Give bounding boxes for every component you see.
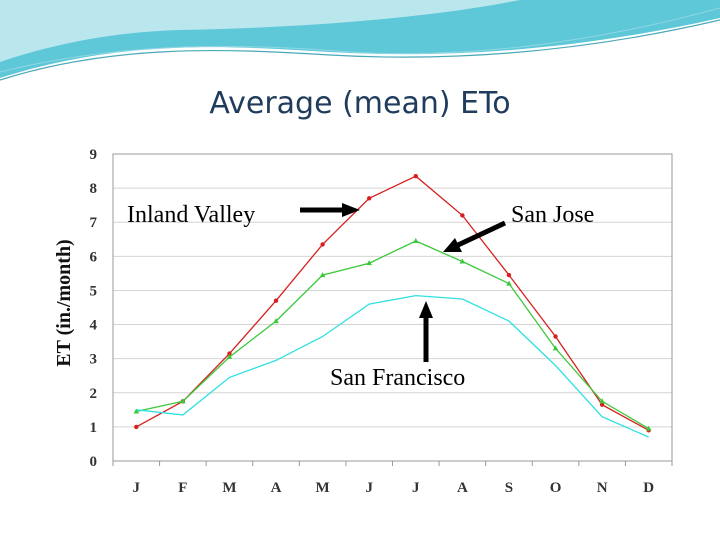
data-point-inland-valley: [460, 213, 465, 218]
series-layer: [133, 173, 652, 438]
slide-title: Average (mean) ETo: [209, 86, 511, 121]
series-line-san-jose: [136, 240, 650, 430]
series-line-inland-valley: [135, 175, 650, 431]
slide-header-decoration: [0, 0, 720, 81]
series-san-jose: [133, 237, 652, 431]
data-point-san-jose: [459, 258, 466, 264]
banner-wave-highlight: [0, 0, 520, 62]
data-point-inland-valley: [413, 173, 418, 179]
plot-border: [112, 153, 673, 462]
y-tick-label: 8: [90, 181, 98, 197]
x-tick-label: A: [457, 480, 468, 496]
data-point-san-jose: [552, 345, 559, 351]
y-tick-label: 3: [90, 352, 98, 368]
data-point-inland-valley: [506, 272, 512, 278]
banner-stroke-line-2: [0, 7, 720, 73]
y-tick-label: 2: [90, 386, 98, 402]
x-tick-label: F: [178, 480, 187, 496]
banner-stroke-line: [0, 19, 720, 81]
data-point-san-jose: [599, 398, 605, 404]
annotation-san-jose: San Jose: [511, 202, 594, 228]
data-point-inland-valley: [320, 242, 325, 247]
y-axis-tick-labels: 0 1 2 3 4 5 6 7 8 9: [90, 147, 98, 470]
data-point-san-jose: [226, 353, 233, 359]
data-point-san-jose: [133, 408, 140, 414]
y-tick-label: 7: [90, 215, 98, 231]
annotation-inland-valley: Inland Valley: [127, 202, 255, 228]
series-inland-valley: [134, 173, 651, 433]
y-tick-label: 1: [90, 420, 98, 436]
data-point-inland-valley: [134, 424, 139, 430]
data-point-san-jose: [319, 272, 326, 278]
series-line-san-francisco: [136, 294, 649, 438]
y-tick-label: 0: [90, 454, 98, 470]
data-point-inland-valley: [367, 196, 372, 201]
y-axis-label: ET (in./month): [53, 239, 75, 366]
y-tick-label: 9: [90, 147, 98, 163]
data-point-san-jose: [273, 318, 279, 324]
data-point-inland-valley: [273, 298, 279, 303]
data-point-san-jose: [645, 425, 652, 431]
plot-area: [112, 153, 673, 466]
data-point-inland-valley: [599, 402, 605, 407]
x-tick-label: M: [222, 480, 236, 496]
arrow-san-jose: [443, 220, 507, 252]
data-point-inland-valley: [227, 351, 232, 356]
data-point-san-jose: [180, 398, 186, 404]
x-tick-label: S: [505, 480, 513, 496]
x-tick-label: J: [133, 480, 141, 496]
x-tick-label: M: [316, 480, 330, 496]
y-tick-label: 6: [90, 249, 98, 265]
data-point-san-jose: [506, 280, 512, 286]
x-tick-label: O: [550, 480, 562, 496]
annotation-layer: Inland Valley San Jose San Francisco: [127, 202, 594, 391]
data-point-san-jose: [366, 260, 373, 266]
x-tick-label: N: [597, 480, 608, 496]
annotation-san-francisco: San Francisco: [330, 365, 465, 391]
data-point-san-jose: [412, 237, 419, 243]
data-point-inland-valley: [553, 334, 558, 339]
arrow-san-francisco: [419, 301, 433, 362]
x-tick-label: A: [271, 480, 282, 496]
arrow-inland-valley: [300, 203, 360, 217]
x-tick-label: J: [365, 480, 373, 496]
x-tick-label: J: [412, 480, 420, 496]
series-san-francisco: [136, 294, 649, 438]
x-tick-label: D: [643, 480, 654, 496]
y-tick-label: 4: [90, 318, 98, 334]
y-tick-label: 5: [90, 283, 98, 299]
